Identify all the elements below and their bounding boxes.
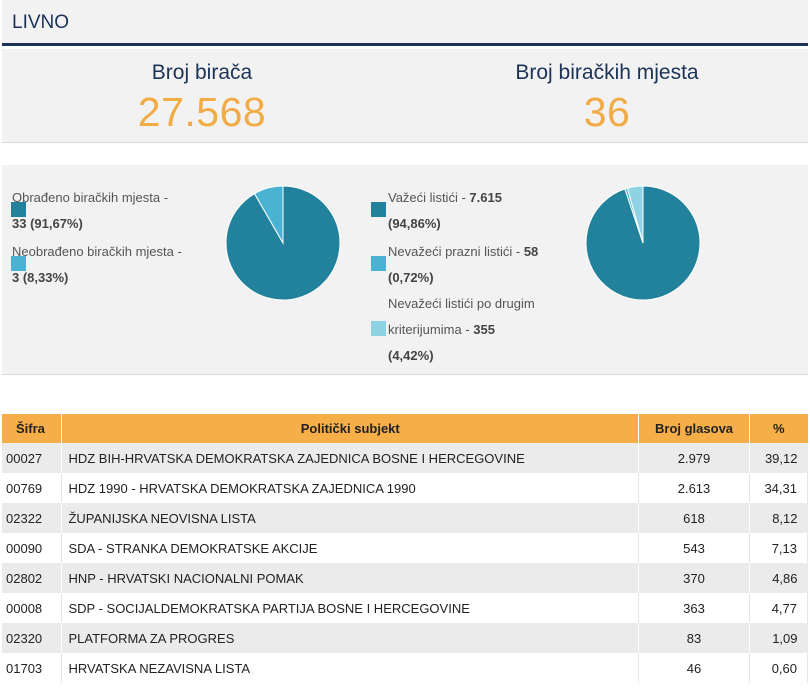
ballots-pie-slice-2[interactable] [626, 185, 644, 244]
row-pct: 7,13 [749, 533, 809, 563]
legend-processed-text: Obrađeno biračkih mjesta - [12, 190, 169, 205]
row-pct: 39,12 [749, 443, 808, 473]
header-pct[interactable]: % [749, 414, 808, 443]
results-table-wrapper: Šifra Politički subjekt Broj glasova % 0… [2, 414, 809, 683]
ballots-pie-chart [585, 185, 701, 301]
table-header-row: Šifra Politički subjekt Broj glasova % [2, 414, 808, 443]
legend-blank-value: 58 [523, 244, 539, 259]
legend-unprocessed: Neobrađeno biračkih mjesta - 3 (8,33%) [12, 239, 212, 291]
row-pct: 4,77 [749, 593, 809, 623]
legend-blank-pct: (0,72%) [388, 270, 434, 285]
charts-panel: Obrađeno biračkih mjesta - 33 (91,67%) N… [2, 165, 808, 375]
table-row: 00769 HDZ 1990 - HRVATSKA DEMOKRATSKA ZA… [2, 473, 809, 503]
row-code: 02322 [2, 503, 63, 533]
table-row: 00027 HDZ BIH-HRVATSKA DEMOKRATSKA ZAJED… [2, 443, 808, 473]
legend-unprocessed-value: 3 (8,33%) [12, 270, 69, 285]
processing-pie-slice-1[interactable] [253, 185, 284, 245]
table-row: 00090 SDA - STRANKA DEMOKRATSKE AKCIJE 5… [2, 533, 809, 563]
row-votes: 618 [638, 503, 750, 533]
legend-blank: Nevažeći prazni listići - 58 (0,72%) [388, 239, 588, 291]
row-code: 00008 [2, 593, 63, 623]
row-pct: 34,31 [749, 473, 809, 503]
row-code: 02320 [2, 623, 63, 653]
row-code: 00090 [2, 533, 63, 563]
row-code: 00769 [2, 473, 63, 503]
row-party: SDP - SOCIJALDEMOKRATSKA PARTIJA BOSNE I… [61, 593, 640, 623]
legend-processed-value: 33 (91,67%) [12, 216, 83, 231]
row-pct: 4,86 [749, 563, 808, 593]
voters-label: Broj birača [151, 61, 253, 84]
row-code: 00027 [2, 443, 63, 473]
table-row: 02322 ŽUPANIJSKA NEOVISNA LISTA 618 8,12 [2, 503, 808, 533]
row-party: HRVATSKA NEZAVISNA LISTA [61, 653, 640, 683]
legend-processed: Obrađeno biračkih mjesta - 33 (91,67%) [12, 185, 212, 237]
row-votes: 83 [638, 623, 750, 653]
stations-label: Broj biračkih mjesta [515, 61, 699, 84]
processing-pie-chart [225, 185, 341, 301]
stats-panel: Broj birača 27.568 Broj biračkih mjesta … [2, 49, 808, 143]
results-table: Šifra Politički subjekt Broj glasova % 0… [2, 414, 809, 683]
row-votes: 370 [638, 563, 750, 593]
legend-unprocessed-text: Neobrađeno biračkih mjesta - [12, 244, 182, 259]
row-votes: 2.613 [638, 473, 750, 503]
row-pct: 1,09 [749, 623, 808, 653]
table-row: 01703 HRVATSKA NEZAVISNA LISTA 46 0,60 [2, 653, 809, 683]
voters-stat: Broj birača 27.568 [2, 49, 402, 136]
row-pct: 8,12 [749, 503, 808, 533]
table-row: 02802 HNP - HRVATSKI NACIONALNI POMAK 37… [2, 563, 808, 593]
legend-valid-swatch [371, 202, 386, 217]
legend-valid-text: Važeći listići - [388, 190, 470, 205]
row-votes: 363 [638, 593, 750, 623]
row-pct: 0,60 [749, 653, 809, 683]
row-code: 02802 [2, 563, 63, 593]
row-votes: 46 [638, 653, 750, 683]
header-bar: LIVNO [2, 0, 808, 46]
row-votes: 2.979 [638, 443, 750, 473]
stations-stat: Broj biračkih mjesta 36 [407, 49, 807, 136]
row-votes: 543 [638, 533, 750, 563]
row-party: HDZ 1990 - HRVATSKA DEMOKRATSKA ZAJEDNIC… [61, 473, 640, 503]
legend-other-invalid-swatch [371, 321, 386, 336]
table-row: 00008 SDP - SOCIJALDEMOKRATSKA PARTIJA B… [2, 593, 809, 623]
row-party: SDA - STRANKA DEMOKRATSKE AKCIJE [61, 533, 640, 563]
legend-unprocessed-swatch [11, 256, 26, 271]
header-party[interactable]: Politički subjekt [61, 414, 640, 443]
header-code[interactable]: Šifra [2, 414, 63, 443]
legend-other-invalid-value: 355 [473, 322, 495, 337]
legend-other-invalid-pct: (4,42%) [388, 348, 434, 363]
row-party: HDZ BIH-HRVATSKA DEMOKRATSKA ZAJEDNICA B… [61, 443, 640, 473]
legend-other-invalid-text: kriterijumima - [388, 322, 474, 337]
legend-other-invalid: Nevažeći listići po drugim kriterijumima… [388, 291, 588, 369]
legend-other-invalid-line1: Nevažeći listići po drugim [388, 296, 535, 311]
header-votes[interactable]: Broj glasova [638, 414, 750, 443]
legend-blank-swatch [371, 256, 386, 271]
legend-valid: Važeći listići - 7.615 (94,86%) [388, 185, 588, 237]
row-code: 01703 [2, 653, 63, 683]
legend-valid-value: 7.615 [469, 190, 502, 205]
row-party: PLATFORMA ZA PROGRES [61, 623, 640, 653]
legend-valid-pct: (94,86%) [388, 216, 441, 231]
row-party: ŽUPANIJSKA NEOVISNA LISTA [61, 503, 640, 533]
table-row: 02320 PLATFORMA ZA PROGRES 83 1,09 [2, 623, 808, 653]
stations-value: 36 [583, 89, 631, 135]
row-party: HNP - HRVATSKI NACIONALNI POMAK [61, 563, 640, 593]
page-title: LIVNO [12, 12, 70, 33]
voters-value: 27.568 [137, 89, 267, 135]
legend-blank-text: Nevažeći prazni listići - [388, 244, 524, 259]
legend-processed-swatch [11, 202, 26, 217]
